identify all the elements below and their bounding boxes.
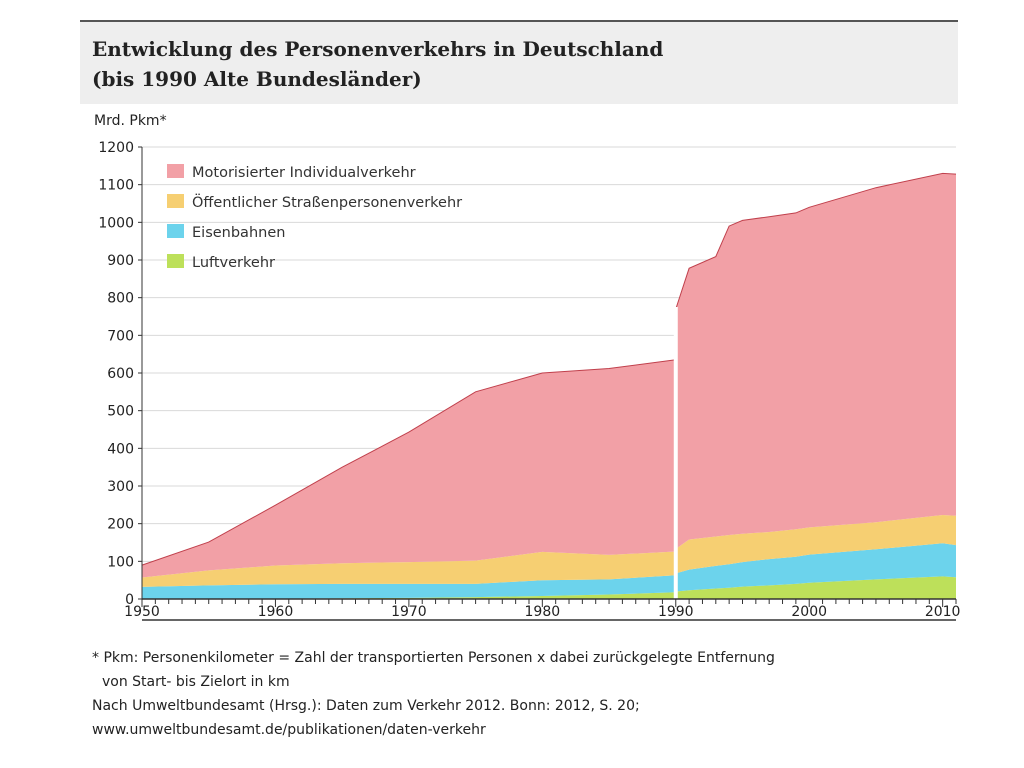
y-tick-label-1200: 1200 (98, 140, 134, 156)
legend-label-eisenbahnen: Eisenbahnen (192, 225, 285, 241)
y-tick-label-400: 400 (107, 441, 134, 457)
area-eisenbahnen-segment-1 (142, 575, 676, 599)
area-luftverkehr-segment-1 (142, 592, 676, 599)
y-tick-label-0: 0 (125, 592, 134, 608)
total-outline-segment-1 (141, 359, 676, 566)
legend-label-offentlicher-strassenpersonenverkehr: Öffentlicher Straßenpersonenverkehr (192, 193, 462, 211)
chart-title-line-2: (bis 1990 Alte Bundesländer) (92, 67, 422, 91)
stacked-area-chart: 0 100 200 300 400 500 600 700 800 900 1000 1100 1200… (94, 113, 960, 621)
y-tick-label-900: 900 (107, 253, 134, 269)
x-tick-label-2010: 2010 (925, 604, 960, 620)
legend-label-luftverkehr: Luftverkehr (192, 255, 275, 271)
area-offentlicher-strassenpersonenverkehr-segment-2 (675, 515, 956, 574)
y-tick-label-700: 700 (107, 328, 134, 344)
x-tick-label-2000: 2000 (791, 604, 827, 620)
source-url: www.umweltbundesamt.de/publikationen/dat… (92, 722, 486, 738)
y-tick-label-600: 600 (107, 366, 134, 382)
x-tick-label-1980: 1980 (525, 604, 561, 620)
y-tick-label-500: 500 (107, 404, 134, 420)
legend-label-motorisierter-individualverkehr: Motorisierter Individualverkehr (192, 165, 416, 181)
y-tick-label-200: 200 (107, 517, 134, 533)
y-tick-label-800: 800 (107, 291, 134, 307)
footnote-definition: * Pkm: Personenkilometer = Zahl der tran… (92, 650, 775, 666)
x-tick-label-1950: 1950 (124, 604, 160, 620)
title-band: Entwicklung des Personenverkehrs in Deut… (80, 20, 958, 104)
y-tick-label-300: 300 (107, 479, 134, 495)
chart-title-line-1: Entwicklung des Personenverkehrs in Deut… (92, 37, 664, 61)
legend-swatch-luftverkehr (167, 254, 184, 268)
y-tick-label-100: 100 (107, 554, 134, 570)
total-outline-segment-2 (675, 172, 957, 310)
figure: Entwicklung des Personenverkehrs in Deut… (80, 20, 960, 750)
x-tick-label-1960: 1960 (258, 604, 294, 620)
legend-swatch-eisenbahnen (167, 224, 184, 238)
legend-swatch-motorisierter-individualverkehr (167, 164, 184, 178)
footnote: * Pkm: Personenkilometer = Zahl der tran… (92, 646, 775, 742)
y-tick-label-1000: 1000 (98, 215, 134, 231)
y-tick-label-1100: 1100 (98, 178, 134, 194)
area-luftverkehr-segment-2 (675, 576, 956, 599)
x-tick-label-1990: 1990 (658, 604, 694, 620)
chart-title: Entwicklung des Personenverkehrs in Deut… (92, 34, 663, 94)
area-offentlicher-strassenpersonenverkehr-segment-1 (142, 551, 676, 587)
area-motorisierter-individualverkehr-segment-2 (675, 173, 956, 549)
y-axis-label: Mrd. Pkm* (94, 113, 167, 129)
legend-swatch-offentlicher-strassenpersonenverkehr (167, 194, 184, 208)
area-eisenbahnen-segment-2 (675, 543, 956, 592)
x-tick-label-1970: 1970 (391, 604, 427, 620)
area-motorisierter-individualverkehr-segment-1 (142, 359, 676, 578)
footnote-definition-continued: von Start- bis Zielort in km (102, 674, 290, 690)
source-citation: Nach Umweltbundesamt (Hrsg.): Daten zum … (92, 698, 640, 714)
